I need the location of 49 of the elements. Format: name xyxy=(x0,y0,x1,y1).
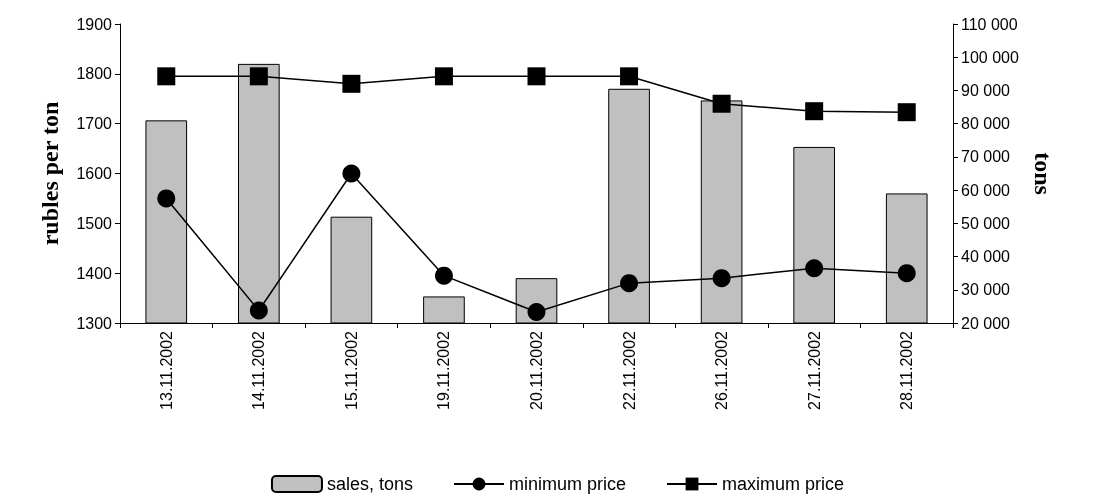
point xyxy=(805,259,824,278)
x-tick-label: 19.11.2002 xyxy=(435,330,453,410)
x-tick-label: 28.11.2002 xyxy=(898,330,916,410)
point xyxy=(712,269,731,288)
point xyxy=(249,67,268,86)
point xyxy=(620,274,639,293)
point xyxy=(805,102,824,121)
y-tick-label: 1300 xyxy=(76,314,113,332)
x-tick-label: 15.11.2002 xyxy=(342,330,360,410)
y2-tick-label: 50 000 xyxy=(961,214,1011,232)
x-tick-label: 13.11.2002 xyxy=(157,330,175,410)
point xyxy=(434,266,453,285)
point xyxy=(157,189,176,208)
y2-tick-label: 70 000 xyxy=(961,148,1011,166)
point xyxy=(620,67,639,86)
legend-label: maximum price xyxy=(722,474,845,494)
y-tick-label: 1400 xyxy=(76,264,113,282)
y2-tick-label: 100 000 xyxy=(961,48,1019,66)
y-tick-label: 1600 xyxy=(76,165,113,182)
y2-axis-title: tons xyxy=(1030,152,1056,195)
x-tick-label: 26.11.2002 xyxy=(713,330,731,410)
point xyxy=(249,301,268,320)
y2-tick-label: 20 000 xyxy=(961,314,1011,332)
point xyxy=(527,303,546,322)
y2-tick-label: 90 000 xyxy=(961,81,1011,99)
y-axis-title: rubles per ton xyxy=(37,101,63,246)
point xyxy=(897,264,916,283)
point xyxy=(157,67,176,86)
point xyxy=(342,74,361,93)
y2-tick-label: 110 000 xyxy=(961,15,1018,33)
point xyxy=(527,67,546,86)
y-tick-label: 1800 xyxy=(76,65,113,83)
point xyxy=(342,164,361,183)
point xyxy=(712,94,731,113)
x-tick-label: 14.11.2002 xyxy=(250,330,268,410)
y-tick-label: 1900 xyxy=(76,15,113,33)
y2-tick-label: 60 000 xyxy=(961,181,1011,199)
legend-label: sales, tons xyxy=(326,474,414,494)
y2-tick-label: 80 000 xyxy=(961,115,1011,133)
y-tick-label: 1700 xyxy=(76,115,113,133)
x-tick-label: 22.11.2002 xyxy=(620,330,638,410)
x-tick-label: 20.11.2002 xyxy=(528,330,545,410)
y-tick-label: 1500 xyxy=(76,214,113,232)
y2-tick-label: 40 000 xyxy=(961,248,1011,266)
point xyxy=(434,67,453,86)
y2-tick-label: 30 000 xyxy=(961,281,1011,299)
point xyxy=(897,103,916,122)
legend-label: minimum price xyxy=(509,474,627,494)
x-tick-label: 27.11.2002 xyxy=(805,330,823,410)
